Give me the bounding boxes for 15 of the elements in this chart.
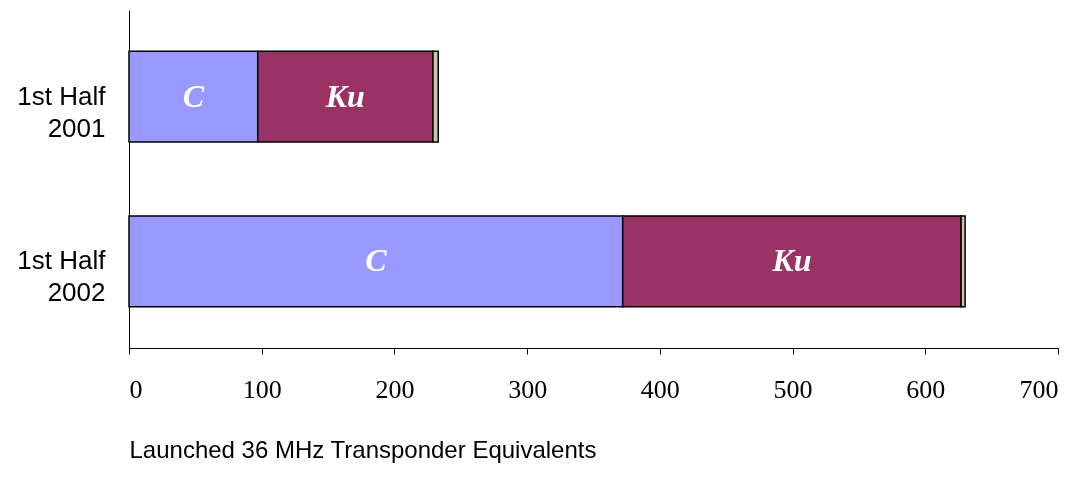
x-tick-label: 400 — [640, 374, 680, 404]
x-tick-label: 300 — [508, 374, 548, 404]
x-tick-label: 200 — [375, 374, 415, 404]
x-tick-label: 0 — [129, 374, 143, 404]
series-label: Ku — [324, 77, 365, 114]
x-tick-label: 600 — [906, 374, 946, 404]
x-tick-label: 100 — [242, 374, 282, 404]
y-tick-label: 1st Half 2001 — [17, 80, 107, 143]
x-tick-label: 500 — [773, 374, 813, 404]
text: Ku — [772, 242, 812, 279]
y-tick-label: 1st Half 2002 — [17, 245, 107, 308]
series-label: C — [182, 77, 205, 114]
x-axis-title: Launched 36 MHz Transponder Equivalents — [129, 435, 597, 463]
x-tick-label: 700 — [1019, 374, 1059, 404]
text: C — [365, 242, 387, 279]
